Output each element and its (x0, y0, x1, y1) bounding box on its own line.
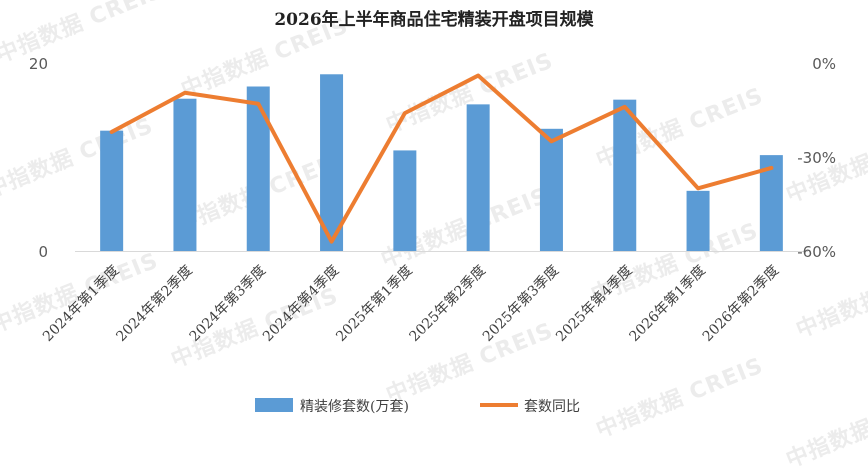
x-tick-label: 2025年第2季度 (406, 262, 489, 345)
line-point (110, 130, 114, 134)
bar (759, 155, 783, 251)
chart-title: 2026年上半年商品住宅精装开盘项目规模 (274, 9, 594, 30)
y-right-tick-label: -30% (797, 149, 836, 167)
y-right-tick-label: 0% (812, 55, 836, 73)
line-point (256, 102, 260, 106)
series-line (109, 73, 774, 244)
line-point (330, 240, 334, 244)
line-point (696, 186, 700, 190)
bar (173, 98, 197, 251)
line-point (549, 139, 553, 143)
x-tick-label: 2024年第4季度 (259, 262, 342, 345)
y-left-tick-label: 20 (29, 55, 48, 73)
bar (466, 104, 490, 251)
x-tick-label: 2025年第1季度 (333, 262, 416, 345)
x-tick-label: 2024年第2季度 (113, 262, 196, 345)
line-point (403, 111, 407, 115)
chart-svg: 2026年上半年商品住宅精装开盘项目规模 0 20 -60% -30% 0% 2024年第1… (29, 9, 836, 415)
x-tick-label: 2024年第1季度 (39, 262, 122, 345)
x-tick-label: 2025年第3季度 (479, 262, 562, 345)
bar (686, 190, 710, 251)
x-tick-label: 2024年第3季度 (186, 262, 269, 345)
line-point (623, 105, 627, 109)
line-point (183, 91, 187, 95)
bar (100, 130, 124, 251)
legend-label-bar: 精装修套数(万套) (300, 399, 409, 415)
bar (320, 74, 344, 251)
legend-label-line: 套数同比 (524, 399, 580, 415)
x-tick-label: 2026年第1季度 (626, 262, 709, 345)
legend-swatch-bar (255, 398, 293, 412)
bar (393, 150, 417, 251)
line-point (476, 74, 480, 78)
bar (246, 86, 270, 251)
y-left-tick-label: 0 (38, 243, 48, 261)
x-tick-label: 2025年第4季度 (552, 262, 635, 345)
bar (539, 128, 563, 251)
y-right-tick-label: -60% (797, 243, 836, 261)
x-tick-label: 2026年第2季度 (699, 262, 782, 345)
line-point (769, 166, 773, 170)
bar (613, 99, 637, 251)
